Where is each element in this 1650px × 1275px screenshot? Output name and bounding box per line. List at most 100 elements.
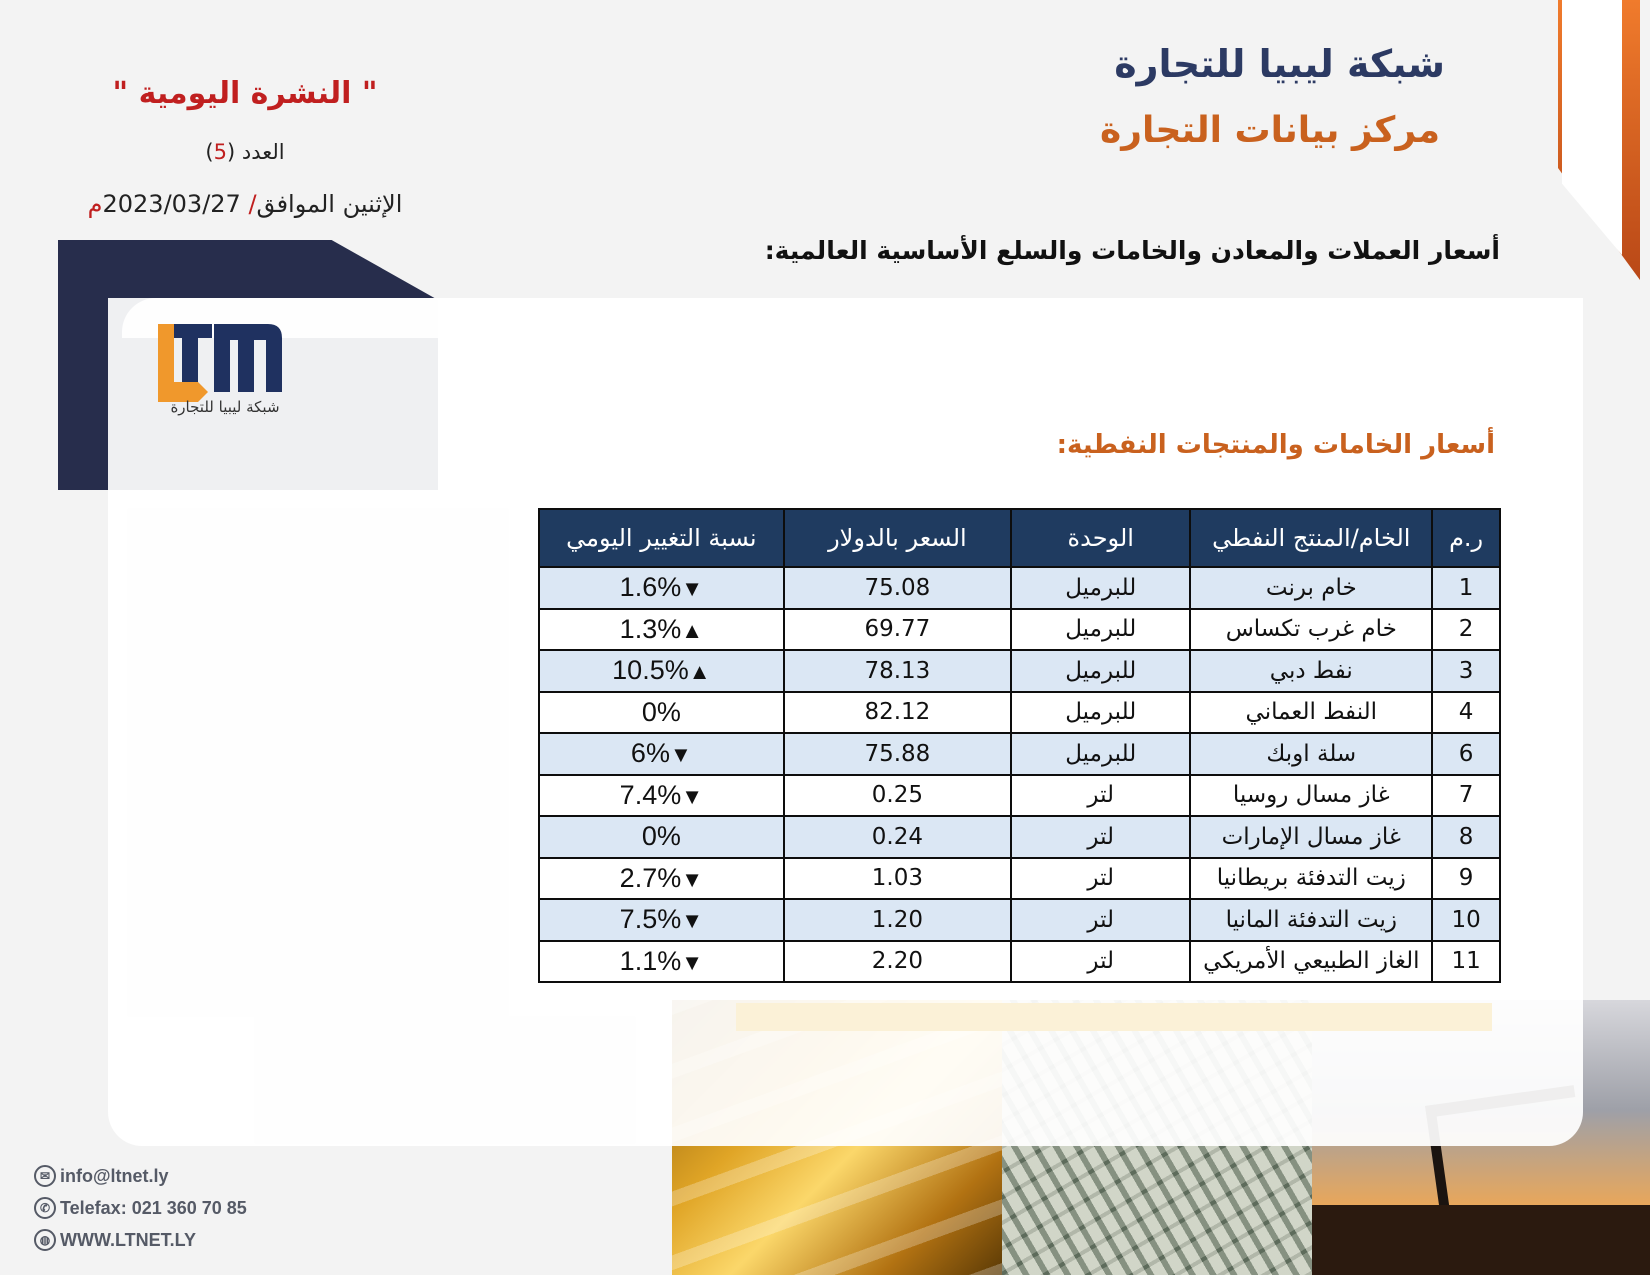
cell-price: 82.12: [782, 690, 1013, 734]
section-heading: أسعار العملات والمعادن والخامات والسلع ا…: [764, 236, 1500, 265]
organization-subtitle: مركز بيانات التجارة: [1099, 110, 1440, 151]
cell-price: 69.77: [782, 607, 1013, 651]
table-row: 8 غاز مسال الإمارات لتر 0.24 0%: [538, 815, 1501, 859]
date-suffix: م: [87, 190, 103, 218]
cell-price: 1.20: [782, 898, 1013, 942]
cell-change: 0%: [538, 815, 785, 859]
cell-unit: للبرميل: [1010, 732, 1192, 776]
cell-product: زيت التدفئة بريطانيا: [1189, 856, 1434, 900]
cell-no: 6: [1431, 732, 1501, 776]
cell-unit: لتر: [1010, 815, 1192, 859]
header-unit: الوحدة: [1010, 508, 1192, 568]
highlight-bar: [736, 1003, 1492, 1031]
cell-change: 7.4%▼: [538, 773, 785, 817]
cell-unit: لتر: [1010, 898, 1192, 942]
cell-no: 2: [1431, 607, 1501, 651]
date-slash: /: [248, 190, 257, 218]
oil-prices-heading: أسعار الخامات والمنتجات النفطية:: [1056, 430, 1495, 460]
bulletin-title: " النشرة اليومية ": [112, 76, 378, 111]
website-row[interactable]: ◍ WWW.LTNET.LY: [34, 1224, 247, 1256]
date-line: الإثنين الموافق/ 2023/03/27م: [70, 190, 420, 218]
cell-unit: للبرميل: [1010, 607, 1192, 651]
issue-number: 5: [213, 140, 227, 164]
cell-no: 11: [1431, 939, 1501, 983]
cell-no: 3: [1431, 649, 1501, 693]
phone-row[interactable]: ✆ Telefax: 021 360 70 85: [34, 1192, 247, 1224]
arrow-down-icon: ▼: [681, 866, 703, 892]
white-ribbon-decoration: [1562, 0, 1622, 255]
date-value: 2023/03/27: [102, 190, 241, 218]
organization-name: شبكة ليبيا للتجارة: [1114, 42, 1445, 86]
cell-unit: للبرميل: [1010, 690, 1192, 734]
table-row: 6 سلة اوبك للبرميل 75.88 6%▼: [538, 732, 1501, 776]
arrow-down-icon: ▼: [681, 576, 703, 602]
change-value: 0%: [641, 821, 681, 852]
oil-prices-table: ر.م الخام/المنتج النفطي الوحدة السعر بال…: [538, 508, 1501, 983]
cell-price: 75.08: [782, 566, 1013, 610]
header-product: الخام/المنتج النفطي: [1189, 508, 1434, 568]
table-row: 7 غاز مسال روسيا لتر 0.25 7.4%▼: [538, 773, 1501, 817]
change-value: 6%: [630, 738, 670, 769]
cell-product: خام غرب تكساس: [1189, 607, 1434, 651]
header-change: نسبة التغيير اليومي: [538, 508, 785, 568]
arrow-up-icon: ▲: [681, 617, 703, 643]
change-value: 2.7%: [619, 862, 682, 893]
cell-price: 78.13: [782, 649, 1013, 693]
cell-no: 1: [1431, 566, 1501, 610]
table-row: 11 الغاز الطبيعي الأمريكي لتر 2.20 1.1%▼: [538, 939, 1501, 983]
globe-icon: ◍: [34, 1229, 56, 1251]
cell-no: 4: [1431, 690, 1501, 734]
change-value: 1.1%: [619, 945, 682, 976]
change-value: 1.3%: [619, 613, 682, 644]
change-value: 10.5%: [612, 655, 689, 686]
cell-price: 2.20: [782, 939, 1013, 983]
cell-product: غاز مسال الإمارات: [1189, 815, 1434, 859]
cell-unit: لتر: [1010, 856, 1192, 900]
cell-no: 8: [1431, 815, 1501, 859]
cell-no: 10: [1431, 898, 1501, 942]
issue-label: العدد (: [226, 140, 285, 164]
table-row: 2 خام غرب تكساس للبرميل 69.77 1.3%▲: [538, 607, 1501, 651]
header-price: السعر بالدولار: [782, 508, 1013, 568]
cell-unit: لتر: [1010, 939, 1192, 983]
cell-change: 0%: [538, 690, 785, 734]
email-text: info@ltnet.ly: [60, 1165, 169, 1186]
phone-icon: ✆: [34, 1197, 56, 1219]
cell-change: 1.3%▲: [538, 607, 785, 651]
cell-no: 7: [1431, 773, 1501, 817]
website-text: WWW.LTNET.LY: [60, 1229, 196, 1250]
change-value: 7.5%: [619, 904, 682, 935]
cell-product: الغاز الطبيعي الأمريكي: [1189, 939, 1434, 983]
change-value: 0%: [641, 696, 681, 727]
cell-price: 0.25: [782, 773, 1013, 817]
table-header-row: ر.م الخام/المنتج النفطي الوحدة السعر بال…: [538, 508, 1501, 568]
cell-change: 1.1%▼: [538, 939, 785, 983]
cell-price: 1.03: [782, 856, 1013, 900]
cell-product: النفط العماني: [1189, 690, 1434, 734]
change-value: 7.4%: [619, 779, 682, 810]
header-no: ر.م: [1431, 508, 1501, 568]
issue-close: ): [205, 140, 214, 164]
arrow-up-icon: ▲: [688, 659, 711, 685]
cell-unit: للبرميل: [1010, 566, 1192, 610]
cell-unit: لتر: [1010, 773, 1192, 817]
table-row: 3 نفط دبي للبرميل 78.13 10.5%▲: [538, 649, 1501, 693]
contact-info: ✉ info@ltnet.ly ✆ Telefax: 021 360 70 85…: [34, 1160, 247, 1256]
table-row: 10 زيت التدفئة المانيا لتر 1.20 7.5%▼: [538, 898, 1501, 942]
cell-product: خام برنت: [1189, 566, 1434, 610]
cell-change: 2.7%▼: [538, 856, 785, 900]
cell-product: زيت التدفئة المانيا: [1189, 898, 1434, 942]
cell-product: سلة اوبك: [1189, 732, 1434, 776]
mail-icon: ✉: [34, 1165, 56, 1187]
arrow-down-icon: ▼: [681, 783, 703, 809]
phone-text: Telefax: 021 360 70 85: [60, 1197, 247, 1218]
table-row: 4 النفط العماني للبرميل 82.12 0%: [538, 690, 1501, 734]
cell-change: 7.5%▼: [538, 898, 785, 942]
oil-field-ground: [1312, 1205, 1650, 1275]
cell-unit: للبرميل: [1010, 649, 1192, 693]
email-row[interactable]: ✉ info@ltnet.ly: [34, 1160, 247, 1192]
table-row: 9 زيت التدفئة بريطانيا لتر 1.03 2.7%▼: [538, 856, 1501, 900]
arrow-down-icon: ▼: [681, 908, 703, 934]
arrow-down-icon: ▼: [681, 949, 703, 975]
change-value: 1.6%: [619, 572, 682, 603]
